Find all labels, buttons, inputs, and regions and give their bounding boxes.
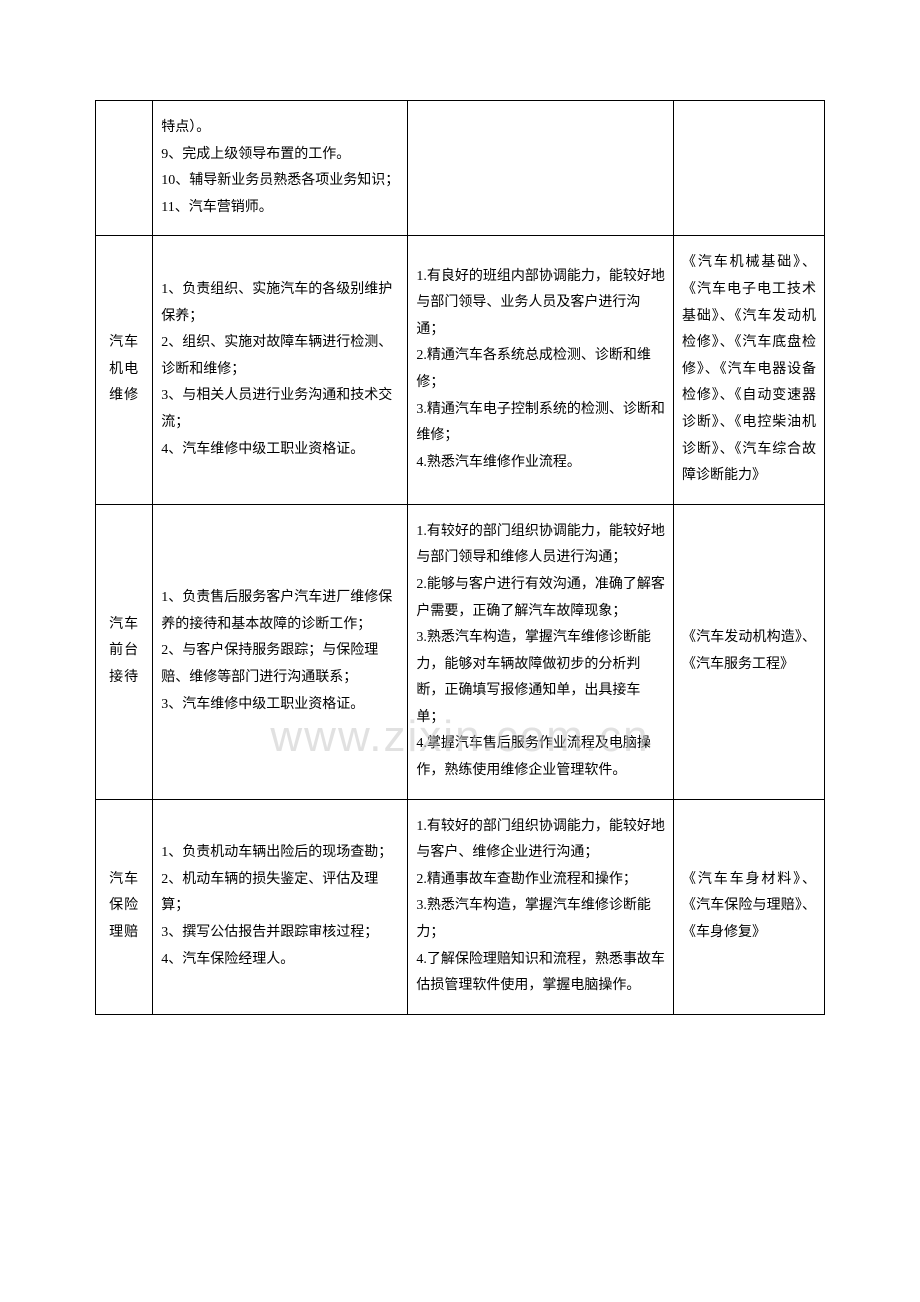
cell-requirements [408, 101, 674, 236]
cell-requirements: 1.有较好的部门组织协调能力，能较好地与部门领导和维修人员进行沟通；2.能够与客… [408, 504, 674, 799]
cell-category: 汽车机电维修 [96, 236, 153, 504]
cell-requirements: 1.有较好的部门组织协调能力，能较好地与客户、维修企业进行沟通；2.精通事故车查… [408, 799, 674, 1014]
table-row: 特点）。9、完成上级领导布置的工作。10、辅导新业务员熟悉各项业务知识；11、汽… [96, 101, 825, 236]
cell-courses: 《汽车车身材料》、《汽车保险与理赔》、《车身修复》 [673, 799, 824, 1014]
cell-courses: 《汽车机械基础》、《汽车电子电工技术基础》、《汽车发动机检修》、《汽车底盘检修》… [673, 236, 824, 504]
cell-requirements: 1.有良好的班组内部协调能力，能较好地与部门领导、业务人员及客户进行沟通；2.精… [408, 236, 674, 504]
table-row: 汽车前台接待 1、负责售后服务客户汽车进厂维修保养的接待和基本故障的诊断工作；2… [96, 504, 825, 799]
cell-category: 汽车保险理赔 [96, 799, 153, 1014]
cell-category [96, 101, 153, 236]
table-row: 汽车机电维修 1、负责组织、实施汽车的各级别维护保养；2、组织、实施对故障车辆进… [96, 236, 825, 504]
cell-responsibilities: 1、负责机动车辆出险后的现场查勘；2、机动车辆的损失鉴定、评估及理算；3、撰写公… [153, 799, 408, 1014]
cell-responsibilities: 特点）。9、完成上级领导布置的工作。10、辅导新业务员熟悉各项业务知识；11、汽… [153, 101, 408, 236]
main-table: 特点）。9、完成上级领导布置的工作。10、辅导新业务员熟悉各项业务知识；11、汽… [95, 100, 825, 1015]
cell-responsibilities: 1、负责组织、实施汽车的各级别维护保养；2、组织、实施对故障车辆进行检测、诊断和… [153, 236, 408, 504]
cell-category: 汽车前台接待 [96, 504, 153, 799]
cell-courses [673, 101, 824, 236]
cell-responsibilities: 1、负责售后服务客户汽车进厂维修保养的接待和基本故障的诊断工作；2、与客户保持服… [153, 504, 408, 799]
cell-courses: 《汽车发动机构造》、《汽车服务工程》 [673, 504, 824, 799]
table-row: 汽车保险理赔 1、负责机动车辆出险后的现场查勘；2、机动车辆的损失鉴定、评估及理… [96, 799, 825, 1014]
